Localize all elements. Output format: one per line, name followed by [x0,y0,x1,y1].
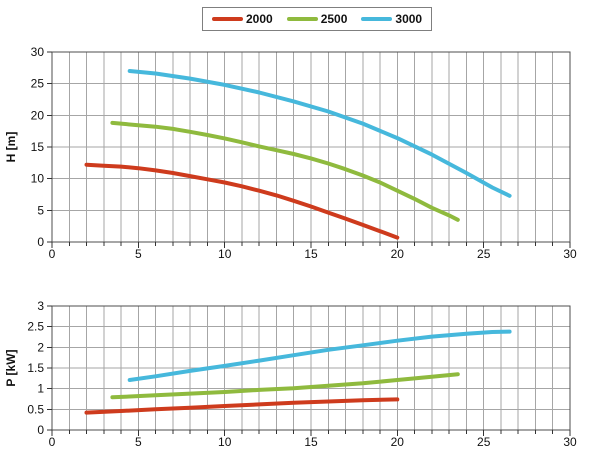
x-tick-label: 0 [49,247,56,261]
y-tick-label: 3 [37,299,44,313]
y-tick-label: 20 [31,108,45,122]
legend-item-3000: 3000 [361,13,422,25]
legend-line-icon [286,17,318,21]
y-tick-label: 0.5 [27,402,44,416]
x-tick-label: 5 [135,247,142,261]
series-curve-3000 [127,329,512,382]
y-axis-title-P: P [kW] [4,349,18,386]
x-tick-label: 20 [391,247,405,261]
x-tick-label: 25 [477,435,491,449]
y-tick-label: 2.5 [27,320,44,334]
x-tick-label: 25 [477,247,491,261]
y-tick-label: 2 [37,340,44,354]
y-tick-label: 30 [31,45,45,59]
x-tick-label: 20 [391,435,405,449]
legend: 2000 2500 3000 [202,7,433,31]
legend-item-2000: 2000 [212,13,273,25]
x-tick-label: 0 [49,435,56,449]
y-tick-label: 10 [31,172,45,186]
y-axis-title-H: H [m] [4,132,18,163]
legend-label: 2500 [320,12,348,26]
y-tick-label: 1.5 [27,361,44,375]
x-tick-label: 30 [563,435,577,449]
x-tick-label: 10 [218,435,232,449]
x-tick-label: 30 [563,247,577,261]
series-curve-2000 [84,162,400,240]
y-tick-label: 15 [31,140,45,154]
y-tick-label: 25 [31,77,45,91]
legend-item-2500: 2500 [286,12,348,26]
x-tick-label: 15 [304,247,318,261]
x-tick-label: 5 [135,435,142,449]
power-chart: 0 5 10 15 20 25 30 0 0.5 1 1.5 2 2.5 3 P [kW] [4,299,577,449]
legend-line-icon [361,17,393,21]
y-tick-label: 5 [37,203,44,217]
legend-label: 2000 [246,12,273,26]
series-curve-2000 [84,397,400,415]
y-tick-label: 0 [37,235,44,249]
x-tick-label: 10 [218,247,232,261]
series-curve-2500 [110,120,460,222]
y-tick-label: 1 [37,382,44,396]
head-chart: 0 5 10 15 20 25 30 0 5 10 15 20 25 30 H [m] [4,45,577,261]
x-tick-label: 15 [304,435,318,449]
series-curve-3000 [127,69,512,198]
legend-label: 3000 [395,12,423,26]
series-curve-2500 [110,372,460,400]
legend-line-icon [212,17,243,21]
y-tick-label: 0 [37,423,44,437]
